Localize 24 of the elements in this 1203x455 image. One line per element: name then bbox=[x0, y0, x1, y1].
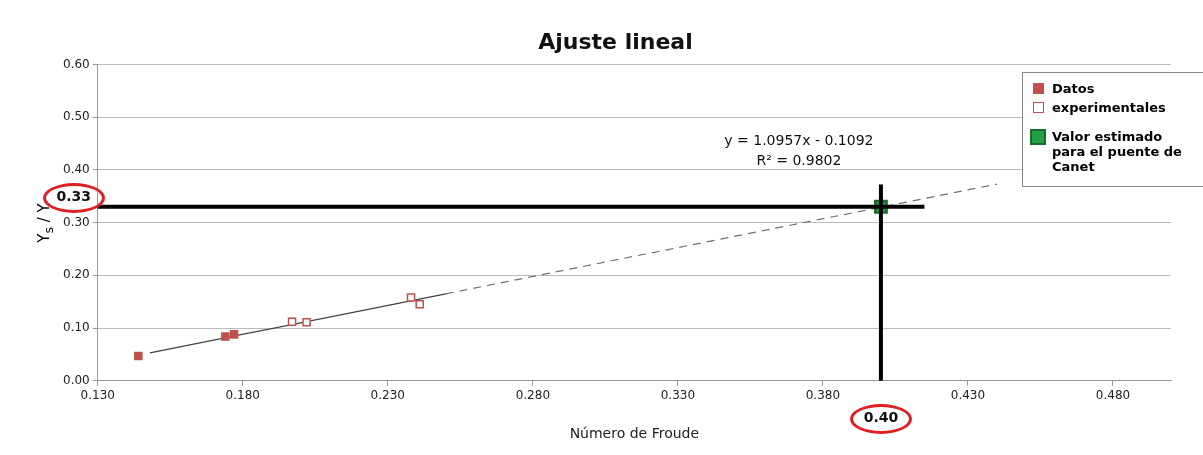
y-tick-label: 0.10 bbox=[63, 320, 90, 335]
y-tick-label: 0.20 bbox=[63, 267, 90, 282]
x-tick-label: 0.480 bbox=[1095, 388, 1131, 403]
chart-title: Ajuste lineal bbox=[538, 28, 693, 54]
x-tick-label: 0.130 bbox=[80, 388, 115, 403]
legend-label: experimentales bbox=[1052, 100, 1166, 115]
x-tick-label: 0.380 bbox=[805, 388, 841, 403]
y-tick-label: 0.00 bbox=[63, 372, 90, 387]
annotation: y = 1.0957x - 0.1092 bbox=[724, 131, 874, 148]
x-tick-label: 0.280 bbox=[515, 388, 551, 403]
y-tick-label: 0.60 bbox=[63, 56, 90, 71]
annotation: R² = 0.9802 bbox=[756, 151, 842, 168]
x-tick-label: 0.330 bbox=[660, 388, 696, 403]
x-tick-label: 0.430 bbox=[950, 388, 986, 403]
y-tick-label: 0.50 bbox=[63, 109, 90, 124]
x-tick-label: 0.230 bbox=[370, 388, 405, 403]
y-tick-label: 0.30 bbox=[63, 214, 90, 229]
y-tick-label: 0.40 bbox=[63, 161, 90, 176]
ref-line-label: 0.33 bbox=[56, 188, 91, 205]
x-axis-title: Número de Froude bbox=[569, 425, 700, 442]
ref-line-label: 0.40 bbox=[863, 409, 899, 426]
legend-label: Datos bbox=[1052, 81, 1095, 96]
legend-label: Valor estimado para el puente de Canet bbox=[1052, 129, 1183, 174]
x-tick-label: 0.180 bbox=[225, 388, 260, 403]
